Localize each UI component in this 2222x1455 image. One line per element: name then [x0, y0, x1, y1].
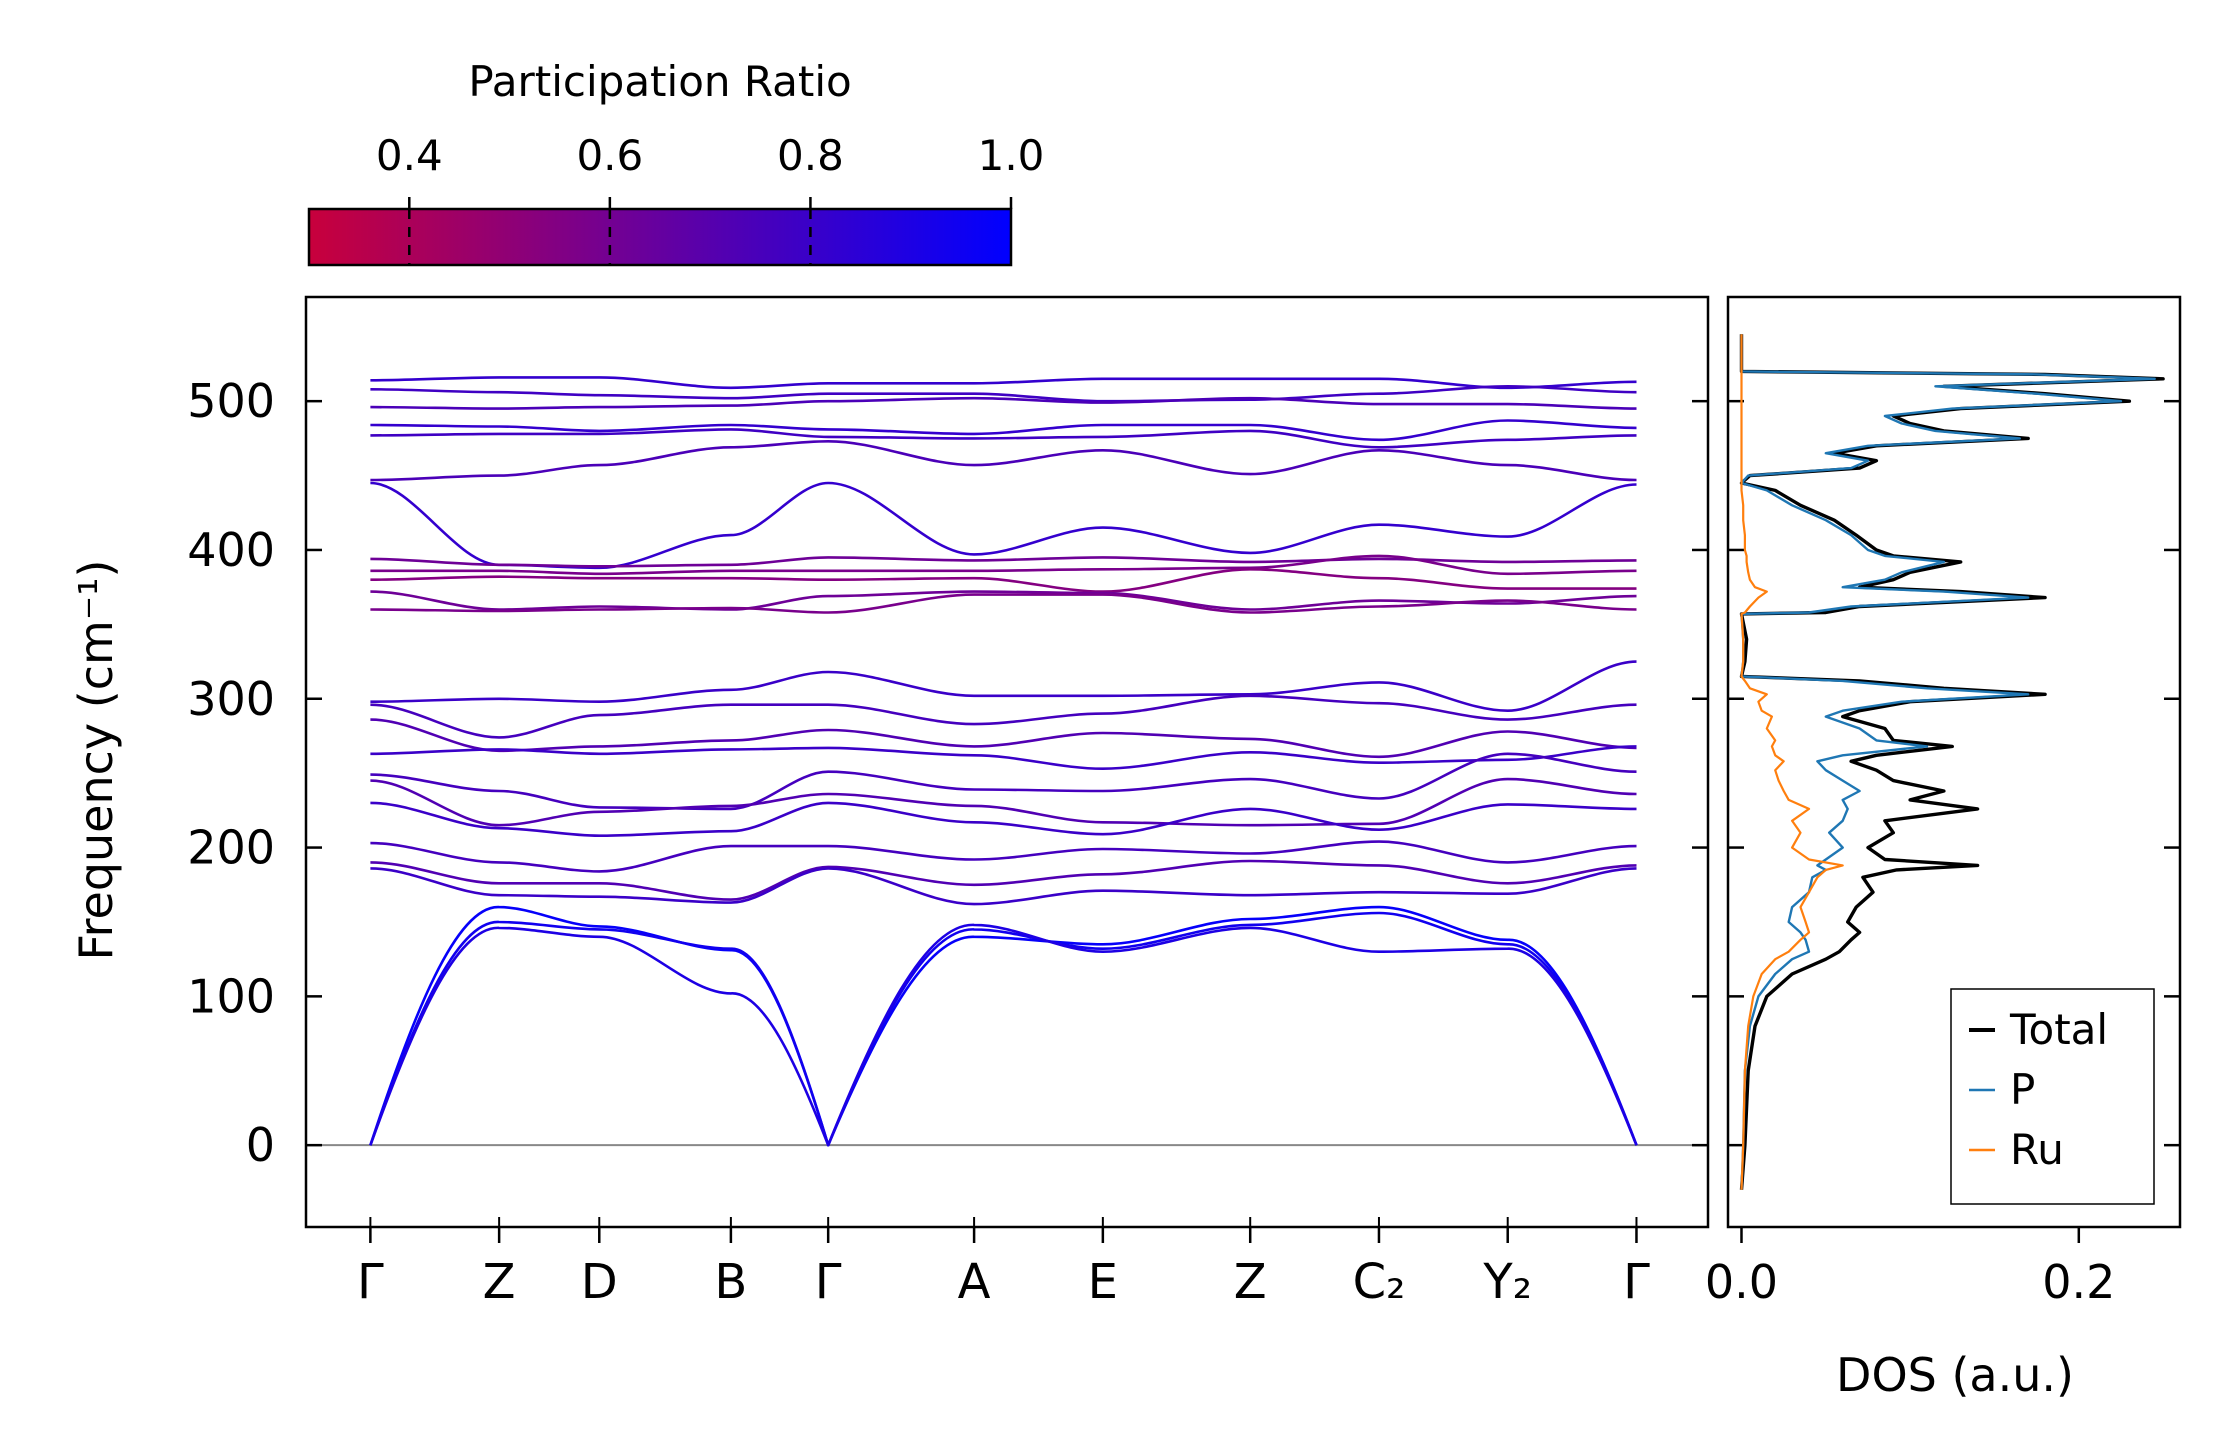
legend-label-ru: Ru	[2010, 1125, 2064, 1174]
colorbar-ticks: 0.4 0.6 0.8 1.0	[376, 131, 1045, 265]
colorbar-tick-label: 0.8	[777, 131, 844, 180]
band-optic_mid	[370, 590, 1637, 611]
dos-x-label: DOS (a.u.)	[1836, 1348, 2074, 1402]
band-optic_mid	[370, 568, 1637, 593]
kpoint-label: Z	[483, 1254, 516, 1310]
band-optic_low	[370, 840, 1637, 873]
dos-curve-p	[1740, 334, 2156, 1190]
dos-panel: 0.0 0.2 DOS (a.u.) Total P Ru	[1705, 295, 2182, 1402]
y-axis-label: Frequency (cm⁻¹)	[69, 560, 123, 961]
band-plot-frame	[304, 295, 1710, 1229]
band-optic_low	[370, 801, 1637, 837]
y-tick-label: 400	[187, 523, 275, 577]
band-optic_low	[370, 777, 1637, 827]
band-optic_low	[370, 867, 1637, 906]
y-tick-label: 100	[187, 969, 275, 1023]
kpoint-label: Γ	[357, 1254, 384, 1310]
band-acoustic	[369, 905, 1638, 1147]
band-optic_high	[370, 419, 1637, 442]
y-tick-label: 0	[246, 1118, 275, 1172]
band-optic_high	[370, 481, 1637, 570]
dos-plot-frame	[1726, 295, 2182, 1229]
kpoint-label: A	[958, 1254, 991, 1310]
phonon-bands	[369, 376, 1638, 1147]
colorbar-tick-label: 0.6	[576, 131, 643, 180]
colorbar-tick-label: 0.4	[376, 131, 443, 180]
legend-label-total: Total	[2009, 1005, 2108, 1054]
kpoint-label: Γ	[815, 1254, 842, 1310]
kpoint-label: E	[1088, 1254, 1118, 1310]
dos-legend: Total P Ru	[1950, 988, 2155, 1205]
y-tick-label: 500	[187, 374, 275, 428]
band-optic_high	[370, 396, 1637, 410]
band-optic_low	[370, 718, 1637, 759]
kpoint-label: D	[581, 1254, 618, 1310]
band-optic_high	[370, 440, 1637, 482]
band-optic_mid	[370, 554, 1637, 576]
band-acoustic	[369, 911, 1638, 1147]
kpoint-label: Z	[1234, 1254, 1267, 1310]
band-optic_low	[370, 660, 1637, 712]
y-axis-ticks: 0 100 200 300 400 500	[187, 374, 2180, 1172]
kpoint-label: Γ	[1623, 1254, 1650, 1310]
band-optic_low	[370, 859, 1637, 901]
band-optic_high	[370, 376, 1637, 390]
kpoint-label: C₂	[1353, 1254, 1406, 1310]
dos-axis-ticks: 0.0 0.2	[1705, 1227, 2115, 1309]
legend-label-p: P	[2010, 1065, 2035, 1114]
dos-x-tick-label: 0.2	[2042, 1255, 2115, 1309]
colorbar-tick-label: 1.0	[978, 131, 1045, 180]
band-optic_mid	[370, 593, 1637, 614]
colorbar-gradient	[307, 207, 1013, 267]
band-optic_high	[370, 428, 1637, 449]
dos-curve-ru	[1740, 334, 1844, 1190]
band-acoustic	[369, 923, 1638, 1147]
legend-entries: Total P Ru	[1969, 1005, 2108, 1174]
colorbar-label: Participation Ratio	[468, 57, 851, 106]
kpoint-ticks: Γ Z D B Γ A E Z C₂ Y₂ Γ	[357, 1217, 1650, 1310]
colorbar: Participation Ratio 0.4 0.6 0.8 1.0	[307, 57, 1045, 267]
y-tick-label: 300	[187, 672, 275, 726]
band-optic_low	[370, 752, 1637, 811]
legend-frame	[1950, 988, 2155, 1205]
band-optic_low	[370, 694, 1637, 739]
kpoint-label: Y₂	[1482, 1254, 1532, 1310]
y-tick-label: 200	[187, 821, 275, 875]
dos-x-tick-label: 0.0	[1705, 1255, 1778, 1309]
band-structure-panel: Frequency (cm⁻¹) 0 100 200 300 400 500 Γ Z D B Γ A…	[69, 295, 2180, 1310]
band-optic_low	[370, 745, 1637, 770]
band-optic_high	[370, 385, 1637, 403]
dos-curves	[1739, 334, 2165, 1190]
kpoint-label: B	[714, 1254, 747, 1310]
